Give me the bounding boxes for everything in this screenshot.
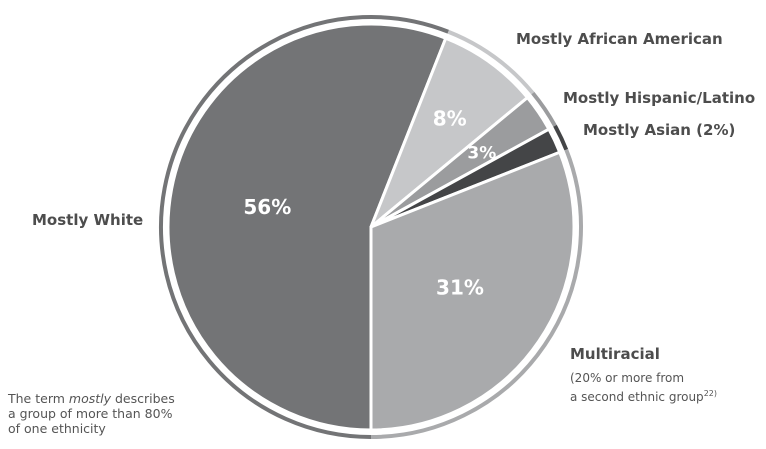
pie-slices (166, 22, 576, 432)
slice-multiracial (369, 150, 576, 432)
slice-mostly-african-american (369, 36, 529, 229)
footnote-emphasis: mostly (68, 391, 111, 406)
value-label-mostly-african-american: 8% (433, 107, 467, 131)
label-mostly-african-american: Mostly African American (516, 30, 723, 48)
label-mostly-white: Mostly White (32, 211, 144, 229)
ring-arc-mostly-white (159, 15, 450, 439)
value-label-mostly-white: 56% (243, 195, 291, 219)
outer-ring (159, 15, 583, 439)
ring-arc-mostly-hispanic-latino (531, 91, 557, 127)
label-mostly-hispanic-latino: Mostly Hispanic/Latino (563, 89, 756, 107)
multiracial-note-line2: a second ethnic group (570, 390, 704, 404)
mostly-definition-note: The term mostly describes a group of mor… (8, 391, 175, 436)
footnote-text-part1: The term (8, 391, 69, 406)
ring-arc-mostly-african-american (447, 29, 535, 95)
footnote-line2: a group of more than 80% (8, 406, 173, 421)
ring-arc-mostly-asian-2 (553, 124, 569, 151)
footnote-line3: of one ethnicity (8, 421, 106, 436)
footnote-reference: 22) (703, 389, 717, 398)
footnote-text-part2: describes (111, 391, 175, 406)
ring-arc-multiracial (370, 148, 583, 439)
label-multiracial: Multiracial (570, 345, 660, 363)
slice-mostly-white (166, 22, 448, 432)
value-label-multiracial: 31% (436, 275, 484, 299)
multiracial-note: (20% or more from a second ethnic group2… (570, 371, 717, 405)
multiracial-note-line1: (20% or more from (570, 371, 685, 385)
value-label-mostly-hispanic-latino: 3% (467, 144, 496, 164)
label-mostly-asian: Mostly Asian (2%) (583, 121, 736, 139)
slice-value-labels: 56% 8%3% 31% (243, 107, 496, 300)
